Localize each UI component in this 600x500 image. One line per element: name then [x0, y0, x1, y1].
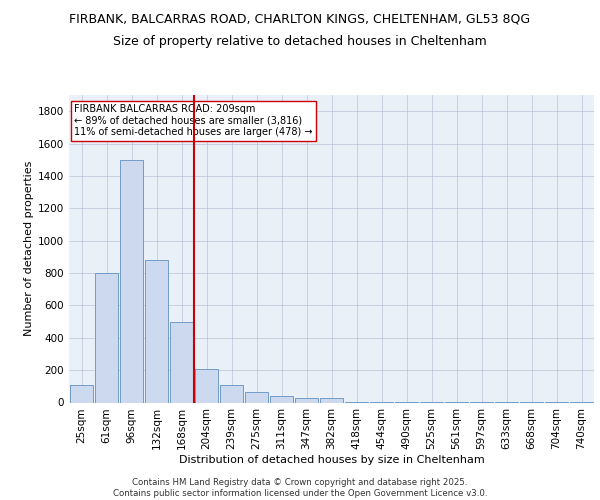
- Text: Size of property relative to detached houses in Cheltenham: Size of property relative to detached ho…: [113, 35, 487, 48]
- Bar: [170, 322, 193, 402]
- Text: FIRBANK, BALCARRAS ROAD, CHARLTON KINGS, CHELTENHAM, GL53 8QG: FIRBANK, BALCARRAS ROAD, CHARLTON KINGS,…: [70, 12, 530, 26]
- Bar: [320, 398, 343, 402]
- Text: Contains HM Land Registry data © Crown copyright and database right 2025.
Contai: Contains HM Land Registry data © Crown c…: [113, 478, 487, 498]
- Bar: [145, 260, 168, 402]
- Y-axis label: Number of detached properties: Number of detached properties: [24, 161, 34, 336]
- Bar: [195, 368, 218, 402]
- Text: FIRBANK BALCARRAS ROAD: 209sqm
← 89% of detached houses are smaller (3,816)
11% : FIRBANK BALCARRAS ROAD: 209sqm ← 89% of …: [74, 104, 313, 138]
- Bar: [70, 384, 93, 402]
- Bar: [120, 160, 143, 402]
- Bar: [270, 396, 293, 402]
- X-axis label: Distribution of detached houses by size in Cheltenham: Distribution of detached houses by size …: [179, 455, 484, 465]
- Bar: [245, 392, 268, 402]
- Bar: [220, 384, 243, 402]
- Bar: [95, 273, 118, 402]
- Bar: [295, 398, 318, 402]
